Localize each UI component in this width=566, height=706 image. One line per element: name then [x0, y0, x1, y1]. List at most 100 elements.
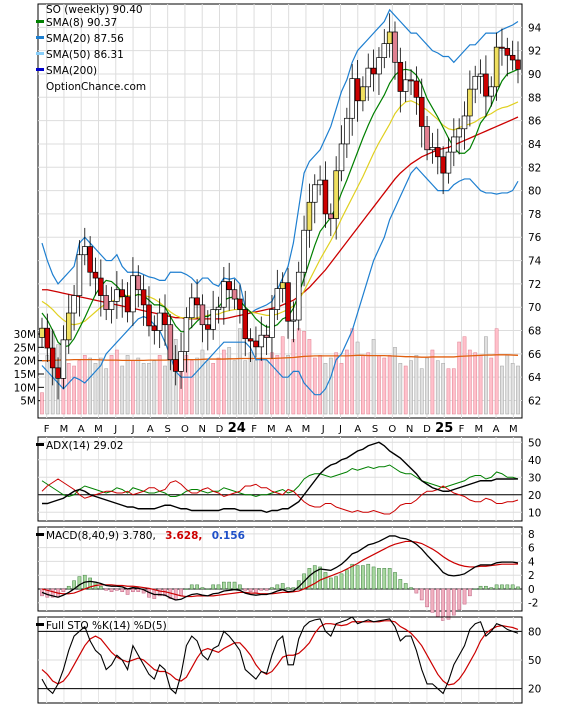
adx-tick-label: 10	[528, 507, 541, 519]
macd-histogram-bar	[179, 588, 183, 597]
volume-bar	[398, 363, 403, 415]
adx-tick-label: 30	[528, 472, 541, 484]
volume-bar	[77, 360, 82, 415]
macd-histogram-bar	[221, 581, 226, 590]
candle-body	[215, 306, 222, 310]
candle-body	[103, 295, 109, 310]
macd-tick-label: 4	[528, 556, 535, 568]
candle-body	[55, 367, 61, 379]
volume-bar	[387, 355, 392, 415]
volume-bar	[355, 341, 360, 415]
volume-bar	[334, 352, 339, 415]
candle-body	[140, 289, 147, 306]
macd-histogram-bar	[457, 588, 462, 610]
price-tick-label: 70	[528, 302, 541, 314]
candle-body	[429, 147, 436, 151]
candle-body	[76, 254, 83, 296]
legend-swatch-sma20	[36, 36, 44, 39]
macd-histogram-bar	[425, 588, 429, 608]
volume-bar	[473, 352, 478, 415]
x-axis-label: M	[474, 424, 483, 435]
macd-histogram-bar	[50, 588, 55, 598]
macd-histogram-bar	[334, 576, 339, 590]
volume-bar	[254, 360, 258, 415]
macd-signal-line	[41, 540, 519, 598]
candle-body	[483, 73, 489, 97]
macd-panel: 8 64 2 0 -2	[37, 526, 538, 621]
legend-swatch-adx	[36, 443, 44, 446]
volume-bar	[72, 365, 76, 415]
candle-body	[178, 351, 184, 372]
volume-bar	[484, 336, 488, 415]
candle-body	[247, 338, 254, 342]
candle-body	[504, 47, 511, 56]
macd-histogram-bar	[510, 584, 515, 590]
volume-bar	[441, 363, 445, 415]
candle-body	[71, 295, 77, 314]
watermark: OptionChance.com	[46, 81, 146, 93]
candle-body	[328, 213, 334, 219]
candle-body	[360, 86, 366, 102]
volume-bar	[446, 368, 451, 415]
candle-body	[135, 275, 142, 291]
macd-histogram-bar	[227, 581, 232, 590]
macd-histogram-bar	[136, 588, 141, 592]
x-axis-label: M	[302, 424, 311, 435]
volume-bar	[510, 363, 515, 415]
candle-body	[370, 67, 377, 75]
candle-body	[295, 271, 302, 321]
candle-body	[322, 179, 329, 215]
macd-histogram-bar	[216, 584, 221, 590]
macd-histogram-bar	[441, 588, 445, 621]
volume-tick-label: 10M	[14, 382, 36, 394]
macd-histogram-bar	[339, 573, 344, 590]
macd-histogram-bar	[473, 588, 478, 590]
legend-swatch-sma50	[36, 52, 44, 55]
x-axis-label: A	[147, 424, 154, 435]
candle-body	[114, 289, 120, 302]
volume-bar	[435, 360, 440, 415]
price-tick-label: 94	[528, 22, 542, 34]
macd-histogram-bar	[451, 588, 456, 616]
x-axis-label: M	[267, 424, 276, 435]
x-axis-label: N	[198, 424, 205, 435]
macd-label: MACD(8,40,9) 3.780,	[46, 530, 156, 542]
volume-bar	[516, 365, 520, 415]
candle-body	[124, 296, 131, 313]
candle-body	[119, 289, 125, 298]
volume-bar	[371, 339, 376, 415]
x-axis-label: A	[493, 424, 500, 435]
x-axis-label: J	[321, 424, 325, 435]
price-tick-label: 80	[528, 186, 541, 198]
volume-bar	[120, 365, 125, 415]
macd-histogram-bar	[131, 588, 135, 592]
stoch-tick-label: 50	[528, 655, 541, 667]
candle-body	[499, 46, 505, 49]
x-axis-label: F	[459, 424, 465, 435]
candle-body	[386, 31, 393, 45]
macd-histogram-bar	[323, 572, 328, 590]
candle-body	[199, 304, 206, 326]
stoch-legend: Full STO %K(14) %D(5)	[36, 620, 167, 632]
candle-body	[365, 67, 371, 88]
volume-bar	[157, 355, 162, 415]
plus-di-line	[41, 464, 519, 498]
volume-bar	[66, 363, 71, 415]
price-tick-label: 86	[528, 116, 542, 128]
macd-histogram-bar	[291, 587, 296, 590]
x-axis-label: S	[372, 424, 378, 435]
volume-bar	[350, 328, 355, 415]
macd-histogram-bar	[115, 588, 119, 591]
volume-bar	[227, 347, 232, 415]
candle-body	[60, 339, 67, 379]
macd-histogram-bar	[382, 568, 387, 590]
macd-histogram-bar	[104, 588, 109, 591]
candle-body	[306, 201, 313, 231]
volume-bar	[291, 339, 296, 415]
candle-body	[205, 324, 211, 330]
macd-tick-label: 6	[528, 543, 535, 555]
candle-body	[509, 54, 516, 61]
volume-bar	[425, 357, 429, 415]
price-tick-label: 92	[528, 46, 541, 58]
